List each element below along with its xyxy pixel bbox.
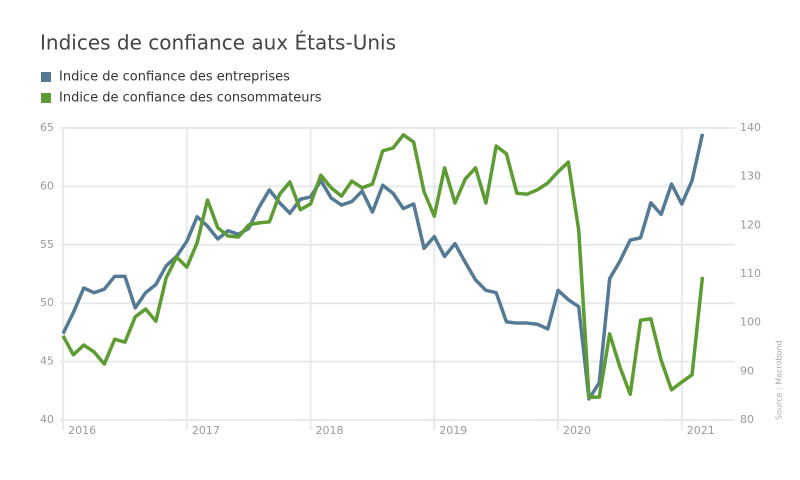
line [61, 133, 705, 399]
y-tick-label: 50 [40, 296, 54, 309]
line [61, 133, 705, 401]
y2-tick-label: 80 [740, 413, 754, 426]
x-tick-label: 2020 [563, 424, 591, 437]
legend-swatch [41, 93, 51, 103]
y-tick-label: 55 [40, 238, 54, 251]
y-tick-label: 45 [40, 355, 54, 368]
y2-tick-label: 140 [740, 121, 761, 134]
x-tick-label: 2021 [687, 424, 715, 437]
y2-tick-label: 100 [740, 316, 761, 329]
x-tick-label: 2017 [192, 424, 220, 437]
y-tick-label: 40 [40, 413, 54, 426]
y2-tick-label: 120 [740, 218, 761, 231]
source: Source : Macrobond [775, 340, 784, 420]
legend-label: Indice de confiance des consommateurs [59, 91, 322, 106]
x-tick-label: 2019 [439, 424, 467, 437]
y2-tick-label: 110 [740, 267, 761, 280]
chart-title: Indices de confiance aux États-Unis [40, 31, 396, 55]
y2-tick-label: 130 [740, 170, 761, 183]
y2-tick-label: 90 [740, 364, 754, 377]
x-tick-label: 2016 [68, 424, 96, 437]
legend-swatch [41, 72, 51, 82]
y-tick-label: 65 [40, 121, 54, 134]
y-tick-label: 60 [40, 179, 54, 192]
legend-label: Indice de confiance des entreprises [59, 70, 290, 85]
x-tick-label: 2018 [316, 424, 344, 437]
